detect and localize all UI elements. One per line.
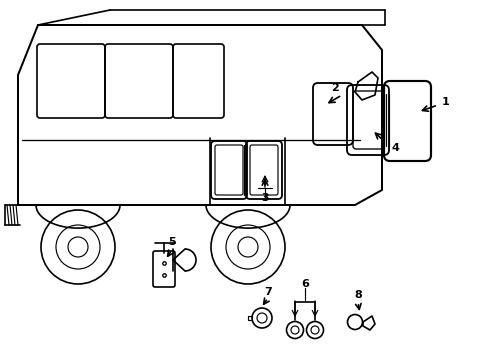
- Text: 2: 2: [330, 83, 338, 93]
- Text: 5: 5: [168, 237, 176, 247]
- Text: 8: 8: [353, 290, 361, 300]
- Text: 6: 6: [301, 279, 308, 289]
- Text: 3: 3: [261, 193, 268, 203]
- Text: 1: 1: [441, 97, 449, 107]
- Text: 4: 4: [390, 143, 398, 153]
- Text: 7: 7: [264, 287, 271, 297]
